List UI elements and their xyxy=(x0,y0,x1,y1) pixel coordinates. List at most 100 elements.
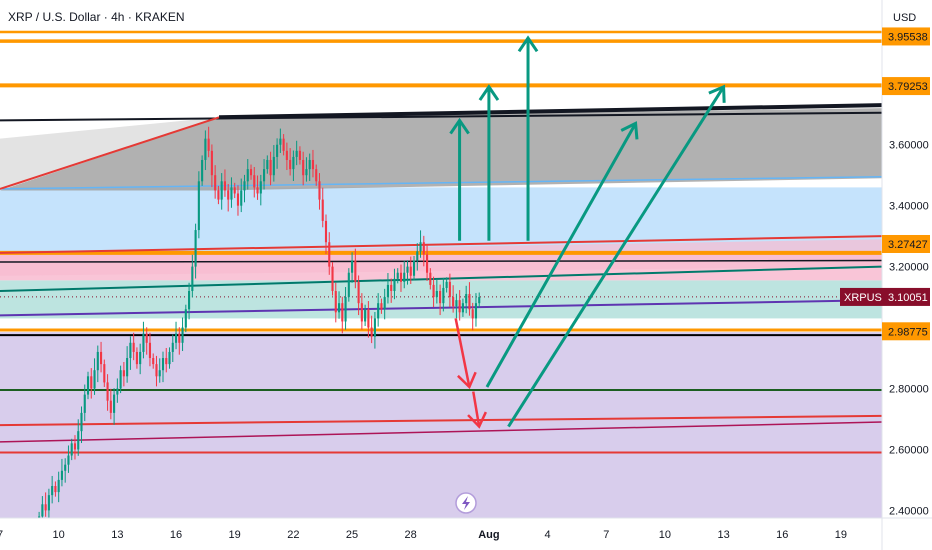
candle-body xyxy=(230,187,233,200)
rally-arrow-1 xyxy=(485,121,639,388)
candle-body xyxy=(419,242,422,252)
candle-body xyxy=(461,303,464,313)
red-rise-line xyxy=(0,116,220,190)
symbol-title[interactable]: XRP / U.S. Dollar · 4h · KRAKEN xyxy=(8,10,185,24)
y-tick-label: 2.80000 xyxy=(889,384,929,396)
gray-channel-zone xyxy=(0,108,882,191)
rally-arrow-2-shaft xyxy=(507,86,725,428)
red-trend-upper xyxy=(0,235,883,254)
x-tick-label: 7 xyxy=(603,529,609,541)
candle-body xyxy=(168,351,171,365)
candle-body xyxy=(324,220,328,243)
y-tick-label: 3.60000 xyxy=(889,140,929,152)
candle-body xyxy=(442,287,445,304)
x-tick-label: 4 xyxy=(545,529,551,541)
drop-arrow-1-head xyxy=(457,371,477,390)
candle-body xyxy=(214,175,217,191)
x-tick-label: 10 xyxy=(53,529,65,541)
x-tick-label: Aug xyxy=(478,529,499,541)
candle-body xyxy=(194,230,197,267)
candle-body xyxy=(135,351,138,365)
candle-body xyxy=(311,159,315,170)
candle-body xyxy=(285,150,288,160)
candle-body xyxy=(99,351,103,365)
rally-arrow-2-head xyxy=(708,84,726,103)
candle-body xyxy=(51,486,54,496)
symbol-tag-bg xyxy=(840,287,882,306)
target-arrow-1-head xyxy=(449,117,470,135)
currency-label[interactable]: USD xyxy=(893,12,917,24)
price-tag-bg xyxy=(882,287,930,306)
candle-body xyxy=(426,254,429,273)
candle-body xyxy=(191,266,194,291)
pink-slope-zone xyxy=(0,239,882,276)
candle-body xyxy=(44,504,47,511)
candle-body xyxy=(337,303,341,313)
rally-arrow-1-shaft xyxy=(485,122,637,388)
candle-body xyxy=(422,242,425,255)
x-tick-label: 7 xyxy=(0,529,3,541)
price-tag-bg xyxy=(882,77,930,96)
candle-body xyxy=(351,260,354,273)
candle-body xyxy=(83,394,86,413)
resistance-line-thick xyxy=(218,103,883,120)
candle-body xyxy=(321,199,324,221)
y-tick-label: 2.60000 xyxy=(889,444,929,456)
candle-body xyxy=(315,169,318,182)
candle-body xyxy=(217,190,220,200)
candle-body xyxy=(80,412,83,432)
candle-body xyxy=(295,150,298,157)
rally-arrow-2 xyxy=(507,84,726,428)
price-tag-bg xyxy=(882,27,930,46)
arrows-layer xyxy=(449,35,726,514)
candle-body xyxy=(439,290,442,304)
price-tag: 3.79253 xyxy=(882,77,930,96)
drop-arrow-1-shaft xyxy=(454,318,471,388)
x-tick-label: 25 xyxy=(346,529,358,541)
candle-body xyxy=(67,455,70,465)
black-trend-line xyxy=(0,259,883,263)
candle-body xyxy=(318,181,321,200)
candle-body xyxy=(47,495,50,511)
candle-body xyxy=(269,159,272,176)
candle-body xyxy=(90,376,93,389)
candle-body xyxy=(220,181,223,200)
candle-body xyxy=(328,242,331,267)
candle-body xyxy=(158,370,161,377)
candle-body xyxy=(455,300,458,307)
candle-body xyxy=(266,159,269,170)
candle-body xyxy=(181,327,184,343)
candle-body xyxy=(236,193,240,206)
candle-body xyxy=(109,400,112,413)
candle-body xyxy=(308,159,311,170)
price-tag: 3.27427 xyxy=(882,234,930,253)
candle-body xyxy=(409,266,412,276)
price-tag-label: 3.79253 xyxy=(888,81,928,93)
candle-body xyxy=(249,169,253,176)
drop-arrow-2-head xyxy=(467,411,487,429)
price-tag-label: 3.95538 xyxy=(888,31,928,43)
target-arrow-3-head xyxy=(517,35,539,53)
candle-body xyxy=(292,156,295,170)
candle-body xyxy=(41,504,44,517)
candle-body xyxy=(403,272,406,282)
price-tag-bg xyxy=(882,234,930,253)
candle-body xyxy=(474,303,478,319)
price-tag-label: 2.98775 xyxy=(888,326,928,338)
candle-body xyxy=(93,370,96,389)
target-arrow-1 xyxy=(449,117,470,241)
magenta-support-line xyxy=(0,421,883,443)
candle-body xyxy=(70,443,73,456)
candle-body xyxy=(282,138,285,151)
candle-body xyxy=(243,181,246,191)
candle-body xyxy=(197,181,200,231)
target-arrow-2-head xyxy=(478,84,500,101)
candle-body xyxy=(148,342,152,359)
candle-body xyxy=(259,181,262,194)
candle-body xyxy=(478,297,481,304)
candle-body xyxy=(152,358,155,365)
candle-body xyxy=(64,464,67,471)
